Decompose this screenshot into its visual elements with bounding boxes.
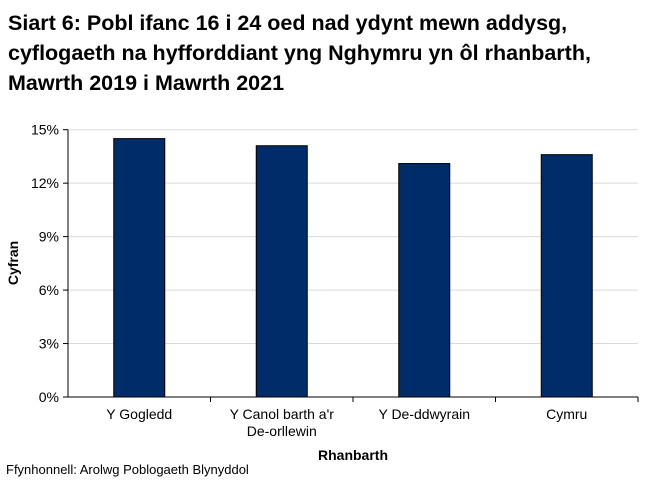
y-tick-label: 3%: [39, 336, 59, 352]
x-tick-label: De-orllewin: [247, 423, 317, 439]
y-tick-label: 15%: [31, 122, 59, 138]
y-tick-label: 9%: [39, 229, 59, 245]
y-tick-label: 12%: [31, 175, 59, 191]
x-tick-label: Y Gogledd: [106, 406, 172, 422]
chart-title: Siart 6: Pobl ifanc 16 i 24 oed nad ydyn…: [8, 11, 591, 95]
y-axis-label: Cyfran: [5, 241, 21, 285]
x-tick-label: Y De-ddwyrain: [378, 406, 470, 422]
source-note: Ffynhonnell: Arolwg Poblogaeth Blynyddol: [6, 462, 249, 477]
x-tick-label: Cymru: [546, 406, 587, 422]
bar: [113, 138, 166, 398]
bar: [398, 163, 451, 398]
x-axis-label: Rhanbarth: [318, 447, 388, 463]
bar: [540, 154, 593, 398]
bar: [255, 145, 308, 398]
x-tick-label: Y Canol barth a'r: [230, 406, 335, 422]
y-tick-label: 6%: [39, 282, 59, 298]
y-tick-label: 0%: [39, 389, 59, 405]
